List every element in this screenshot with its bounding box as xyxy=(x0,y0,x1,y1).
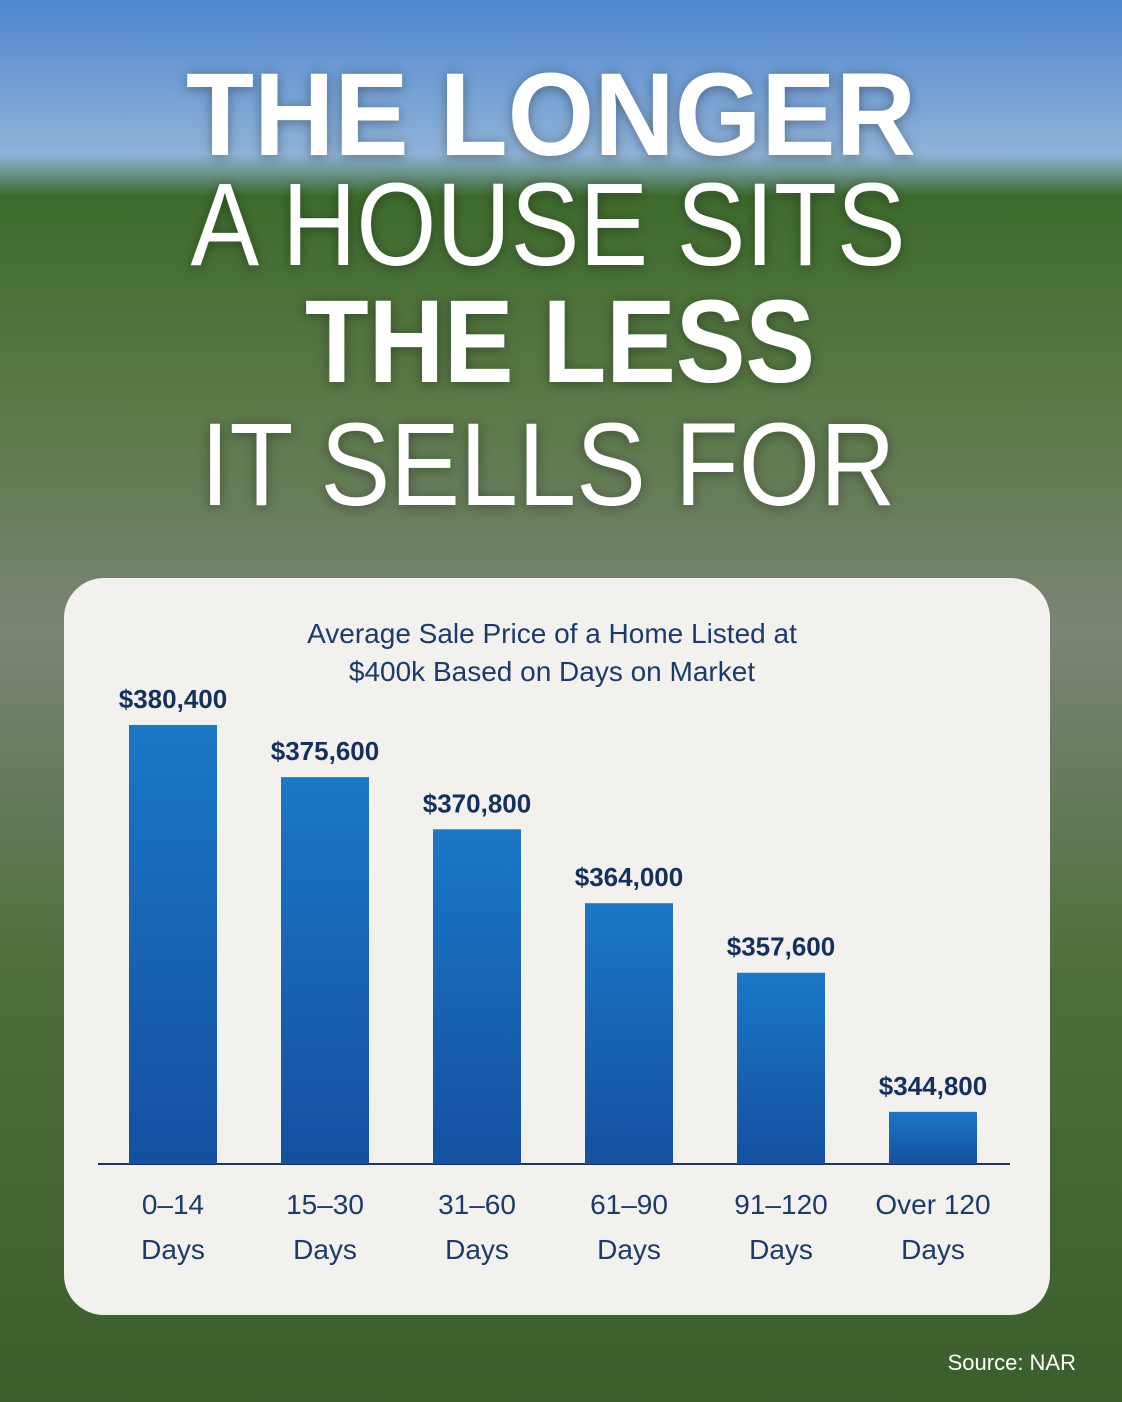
bar xyxy=(129,724,217,1164)
x-tick-label: 0–14 Days xyxy=(141,1189,205,1265)
headline-line: THE LONGER xyxy=(186,49,916,181)
x-tick-label: Over 120 Days xyxy=(875,1189,990,1265)
value-label: $357,600 xyxy=(727,932,835,962)
bar xyxy=(889,1111,977,1164)
x-tick-label: 61–90 Days xyxy=(590,1189,668,1265)
x-tick-label: 91–120 Days xyxy=(734,1189,827,1265)
headline-line: A HOUSE SITS xyxy=(191,159,906,291)
headline-line: IT SELLS FOR xyxy=(201,399,896,531)
value-label: $380,400 xyxy=(119,684,227,714)
bar xyxy=(737,972,825,1164)
value-label: $364,000 xyxy=(575,862,683,892)
bar xyxy=(433,829,521,1164)
value-label: $370,800 xyxy=(423,788,531,818)
x-tick-label: 15–30 Days xyxy=(286,1189,364,1265)
bar xyxy=(585,903,673,1164)
bar xyxy=(281,777,369,1164)
value-label: $375,600 xyxy=(271,736,379,766)
chart-title: Average Sale Price of a Home Listed at $4… xyxy=(307,618,797,687)
headline-line: THE LESS xyxy=(305,276,815,408)
source: Source: NAR xyxy=(948,1350,1076,1375)
value-label: $344,800 xyxy=(879,1071,987,1101)
x-tick-label: 31–60 Days xyxy=(438,1189,516,1265)
